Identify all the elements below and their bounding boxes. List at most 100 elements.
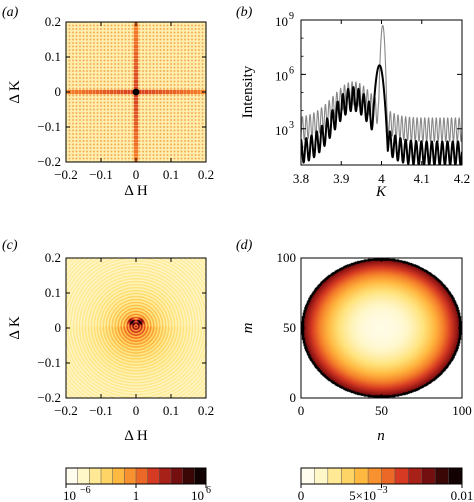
- panel-a-lattice-dot: [138, 112, 141, 114]
- panel-a-lattice-dot: [75, 157, 78, 160]
- panel-a-lattice-dot: [166, 52, 169, 55]
- panel-a-lattice-dot: [117, 59, 120, 62]
- panel-a-lattice-dot: [79, 94, 81, 97]
- panel-a-ticks: −0.2 −0.1 0 0.1 0.2−0.2−0.100.10.2: [37, 14, 214, 182]
- panel-a-lattice-dot: [177, 87, 179, 90]
- panel-a-lattice-dot: [114, 73, 116, 76]
- panel-a-lattice-dot: [79, 70, 81, 72]
- panel-a-lattice-dot: [103, 77, 106, 79]
- panel-a-lattice-dot: [117, 42, 120, 44]
- panel-a-lattice-dot: [138, 49, 141, 51]
- panel-a-lattice-dot: [187, 133, 190, 135]
- panel-a-lattice-dot: [131, 147, 134, 149]
- panel-b-ytick-base: 10: [275, 14, 288, 29]
- panel-a-lattice-dot: [191, 80, 193, 83]
- panel-a-lattice-dot: [121, 129, 123, 132]
- panel-a-lattice-dot: [128, 70, 130, 72]
- panel-a-lattice-dot: [163, 133, 165, 135]
- panel-a-lattice-dot: [110, 143, 113, 146]
- panel-d-xtick-label: 0: [298, 403, 305, 418]
- panel-a-lattice-dot: [166, 108, 169, 111]
- panel-d-label: (d): [236, 238, 253, 253]
- panel-a-lattice-dot: [121, 112, 123, 114]
- panel-a-lattice-dot: [194, 98, 197, 100]
- panel-a-lattice-dot: [75, 87, 78, 90]
- panel-a-lattice-dot: [159, 87, 162, 90]
- panel-a-lattice-dot: [131, 80, 134, 83]
- panel-a-lattice-dot: [138, 77, 141, 79]
- panel-a-lattice-dot: [142, 119, 144, 121]
- panel-a-lattice-dot: [68, 84, 71, 86]
- panel-a-lattice-dot: [68, 24, 71, 27]
- panel-a-lattice-dot: [173, 49, 176, 51]
- panel-a-lattice-dot: [124, 80, 127, 83]
- panel-a-lattice-dot: [110, 63, 113, 65]
- panel-a-lattice-dot: [142, 101, 144, 104]
- panel-a-lattice-dot: [191, 157, 193, 160]
- panel-a-lattice-dot: [170, 126, 172, 128]
- panel-a-lattice-dot: [180, 126, 183, 128]
- panel-a-lattice-dot: [163, 80, 165, 83]
- panel-a-lattice-dot: [170, 150, 172, 153]
- panel-a-lattice-dot: [177, 24, 179, 27]
- panel-a-lattice-dot: [100, 122, 102, 125]
- panel-a-lattice-dot: [93, 52, 95, 55]
- panel-a-lattice-dot: [107, 56, 109, 58]
- panel-a-lattice-dot: [166, 119, 169, 121]
- panel-a-lattice-dot: [198, 45, 200, 48]
- panel-a-lattice-dot: [177, 150, 179, 153]
- panel-a-lattice-dot: [100, 115, 102, 118]
- panel-a-lattice-dot: [166, 35, 169, 37]
- panel-a-lattice-dot: [170, 87, 172, 90]
- panel-a-lattice-dot: [128, 73, 130, 76]
- panel-a-lattice-dot: [124, 24, 127, 27]
- panel-a-lattice-dot: [201, 154, 204, 156]
- panel-a-lattice-dot: [149, 129, 151, 132]
- panel-a-lattice-dot: [103, 101, 106, 104]
- panel-a-lattice-dot: [159, 98, 162, 100]
- panel-a-lattice-dot: [170, 56, 172, 58]
- panel-a-lattice-dot: [124, 94, 127, 97]
- panel-a-lattice-dot: [75, 108, 78, 111]
- panel-a-lattice-dot: [180, 28, 183, 30]
- panel-a-lattice-dot: [177, 31, 179, 34]
- panel-a-lattice-dot: [72, 147, 74, 149]
- panel-a-lattice-dot: [121, 122, 123, 125]
- panel-a-lattice-dot: [100, 154, 102, 156]
- panel-a-lattice-dot: [142, 73, 144, 76]
- panel-a-lattice-dot: [103, 84, 106, 86]
- panel-a-lattice-dot: [187, 154, 190, 156]
- panel-a-lattice-dot: [170, 154, 172, 156]
- panel-a-lattice-dot: [173, 147, 176, 149]
- panel-a-lattice-dot: [107, 119, 109, 121]
- panel-a-lattice-dot: [166, 80, 169, 83]
- panel-a-lattice-dot: [149, 84, 151, 86]
- panel-a-lattice-dot: [100, 94, 102, 97]
- panel-a-lattice-dot: [124, 70, 127, 72]
- panel-a-lattice-dot: [156, 136, 158, 139]
- panel-a-lattice-dot: [107, 35, 109, 37]
- panel-a-lattice-dot: [173, 101, 176, 104]
- panel-a-lattice-dot: [170, 112, 172, 114]
- panel-a-rod-v-spot: [133, 118, 139, 122]
- panel-a-lattice-dot: [184, 147, 186, 149]
- panel-a-lattice-dot: [145, 126, 148, 128]
- panel-a-lattice-dot: [159, 84, 162, 86]
- panel-a-lattice-dot: [93, 49, 95, 51]
- panel-a-lattice-dot: [89, 28, 92, 30]
- panel-a-lattice-dot: [110, 31, 113, 34]
- panel-a-lattice-dot: [173, 115, 176, 118]
- panel-a-lattice-dot: [201, 136, 204, 139]
- panel-a-lattice-dot: [194, 119, 197, 121]
- panel-a-lattice-dot: [145, 112, 148, 114]
- panel-a-lattice-dot: [149, 157, 151, 160]
- panel-a-lattice-dot: [79, 52, 81, 55]
- panel-a-lattice-dot: [82, 147, 85, 149]
- panel-a-lattice-dot: [170, 42, 172, 44]
- panel-a-lattice-dot: [170, 105, 172, 107]
- panel-a-lattice-dot: [166, 31, 169, 34]
- panel-a-lattice-dot: [79, 101, 81, 104]
- panel-a-lattice-dot: [184, 84, 186, 86]
- panel-a-lattice-dot: [114, 94, 116, 97]
